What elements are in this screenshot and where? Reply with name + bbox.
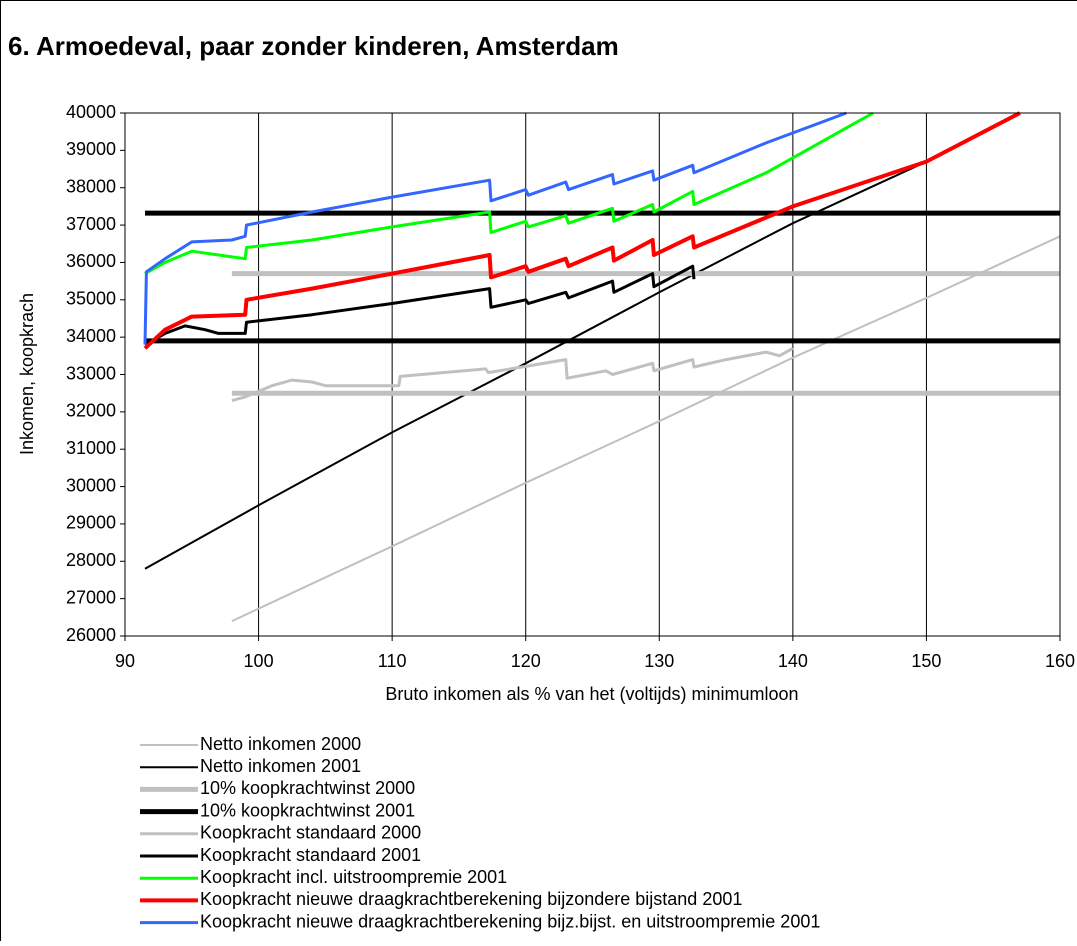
legend-label: Koopkracht standaard 2000 (200, 823, 421, 843)
x-tick-label: 110 (378, 651, 407, 671)
legend-label: Netto inkomen 2001 (200, 756, 361, 776)
y-tick-label: 38000 (66, 176, 116, 196)
x-tick-label: 150 (911, 651, 941, 671)
y-tick-label: 29000 (66, 513, 116, 533)
y-tick-label: 32000 (66, 401, 116, 421)
y-tick-label: 27000 (66, 587, 116, 607)
x-tick-label: 140 (778, 651, 808, 671)
x-tick-label: 130 (644, 651, 674, 671)
y-axis-label: Inkomen, koopkrach (17, 293, 37, 455)
x-tick-label: 100 (244, 651, 274, 671)
x-tick-label: 120 (511, 651, 541, 671)
x-tick-label: 160 (1045, 651, 1075, 671)
legend-label: Koopkracht standaard 2001 (200, 845, 421, 865)
legend-label: 10% koopkrachtwinst 2001 (200, 800, 415, 820)
legend-label: Koopkracht nieuwe draagkrachtberekening … (200, 889, 742, 909)
chart-title: 6. Armoedeval, paar zonder kinderen, Ams… (8, 31, 619, 61)
y-tick-label: 28000 (66, 550, 116, 570)
x-tick-label: 90 (115, 651, 135, 671)
legend-label: Koopkracht incl. uitstroompremie 2001 (200, 867, 507, 887)
y-tick-label: 37000 (66, 214, 116, 234)
y-tick-label: 30000 (66, 475, 116, 495)
y-tick-label: 36000 (66, 251, 116, 271)
legend-label: 10% koopkrachtwinst 2000 (200, 778, 415, 798)
y-tick-label: 39000 (66, 139, 116, 159)
y-tick-label: 34000 (66, 326, 116, 346)
y-tick-label: 40000 (66, 102, 116, 122)
y-tick-label: 26000 (66, 625, 116, 645)
x-axis-label: Bruto inkomen als % van het (voltijds) m… (385, 684, 798, 704)
legend-label: Netto inkomen 2000 (200, 734, 361, 754)
y-tick-label: 33000 (66, 363, 116, 383)
y-tick-label: 35000 (66, 289, 116, 309)
legend-label: Koopkracht nieuwe draagkrachtberekening … (200, 911, 820, 931)
y-tick-label: 31000 (66, 438, 116, 458)
